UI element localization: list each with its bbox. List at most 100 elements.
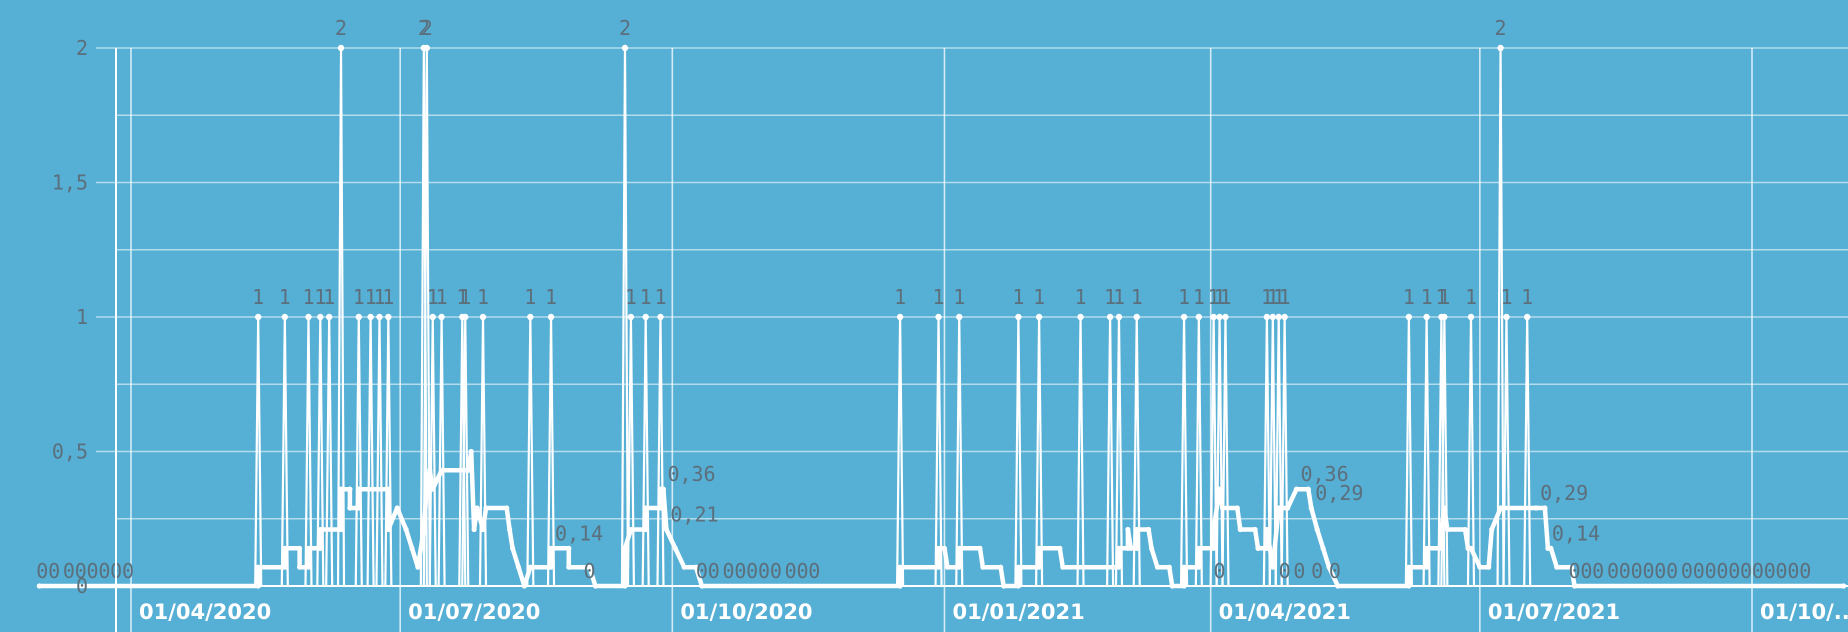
average-point[interactable] [527, 564, 533, 570]
average-point[interactable] [643, 526, 649, 533]
average-point[interactable] [1134, 545, 1140, 551]
average-point[interactable] [956, 545, 962, 551]
average-point[interactable] [672, 545, 678, 551]
average-point[interactable] [1486, 564, 1492, 570]
average-point[interactable] [1219, 505, 1226, 511]
average-point[interactable] [1320, 545, 1326, 551]
spike-point[interactable] [1523, 313, 1531, 321]
spike-point[interactable] [317, 313, 324, 321]
spike-point[interactable] [438, 313, 445, 321]
average-point[interactable] [1060, 564, 1066, 570]
average-point[interactable] [897, 564, 903, 570]
average-point[interactable] [566, 545, 572, 551]
average-point[interactable] [483, 505, 489, 511]
spike-point[interactable] [337, 44, 345, 52]
average-point[interactable] [1276, 505, 1282, 511]
average-point[interactable] [1468, 545, 1474, 551]
spike-point[interactable] [1423, 313, 1430, 321]
average-point[interactable] [1497, 505, 1504, 511]
average-point[interactable] [509, 545, 516, 551]
average-point[interactable] [385, 486, 391, 492]
average-point[interactable] [1264, 526, 1270, 533]
spike-point[interactable] [1405, 313, 1413, 321]
average-point[interactable] [944, 564, 951, 570]
average-point[interactable] [282, 564, 288, 570]
average-point[interactable] [1284, 505, 1291, 511]
average-point[interactable] [1216, 486, 1223, 492]
spike-point[interactable] [1195, 313, 1203, 321]
average-point[interactable] [1477, 564, 1483, 570]
average-point[interactable] [338, 526, 344, 533]
average-point[interactable] [474, 505, 480, 511]
average-point[interactable] [643, 505, 649, 511]
average-point[interactable] [941, 545, 948, 551]
average-point[interactable] [1438, 526, 1445, 533]
average-point[interactable] [394, 505, 400, 511]
spike-point[interactable] [376, 313, 383, 321]
average-point[interactable] [297, 545, 303, 551]
spike-point[interactable] [1106, 313, 1114, 321]
spike-point[interactable] [325, 313, 333, 321]
average-point[interactable] [935, 545, 942, 551]
average-point[interactable] [1181, 564, 1187, 570]
average-point[interactable] [317, 526, 323, 533]
average-point[interactable] [471, 526, 477, 533]
average-point[interactable] [468, 448, 474, 455]
spike-point[interactable] [1133, 313, 1140, 321]
average-point[interactable] [622, 545, 628, 551]
average-point[interactable] [1145, 526, 1152, 533]
spike-point[interactable] [527, 313, 534, 321]
spike-point[interactable] [657, 313, 664, 321]
average-point[interactable] [465, 467, 471, 473]
average-point[interactable] [566, 564, 572, 570]
average-point[interactable] [438, 467, 445, 473]
spike-point[interactable] [254, 313, 262, 321]
average-point[interactable] [1015, 564, 1022, 570]
average-point[interactable] [430, 486, 436, 492]
average-point[interactable] [1568, 564, 1575, 570]
spike-point[interactable] [627, 313, 635, 321]
average-point[interactable] [1305, 486, 1311, 492]
average-point[interactable] [305, 545, 312, 551]
average-point[interactable] [305, 564, 312, 570]
spike-point[interactable] [621, 44, 629, 52]
spike-point[interactable] [1281, 313, 1288, 321]
spike-point[interactable] [1035, 313, 1043, 321]
spike-point[interactable] [1216, 313, 1223, 321]
average-point[interactable] [1234, 505, 1240, 511]
average-point[interactable] [1533, 505, 1539, 511]
average-point[interactable] [507, 526, 513, 533]
average-point[interactable] [403, 526, 409, 533]
average-point[interactable] [548, 545, 554, 551]
average-point[interactable] [317, 545, 323, 551]
average-point[interactable] [693, 564, 699, 570]
average-point[interactable] [548, 564, 554, 570]
average-point[interactable] [1424, 545, 1430, 551]
average-point[interactable] [1211, 526, 1217, 533]
average-point[interactable] [1406, 564, 1412, 570]
average-point[interactable] [356, 486, 362, 492]
average-point[interactable] [424, 486, 430, 492]
average-point[interactable] [1255, 545, 1261, 551]
spike-point[interactable] [1222, 313, 1229, 321]
average-point[interactable] [356, 505, 362, 511]
average-point[interactable] [998, 564, 1004, 570]
average-point[interactable] [385, 526, 391, 533]
average-point[interactable] [1134, 526, 1140, 533]
average-point[interactable] [1166, 564, 1172, 570]
average-point[interactable] [1128, 545, 1134, 551]
average-point[interactable] [504, 505, 510, 511]
average-point[interactable] [297, 564, 303, 570]
average-point[interactable] [1116, 545, 1122, 551]
average-point[interactable] [1211, 545, 1217, 551]
average-point[interactable] [1196, 564, 1202, 570]
average-point[interactable] [657, 505, 664, 511]
spike-point[interactable] [1015, 313, 1022, 321]
average-point[interactable] [1252, 526, 1258, 533]
average-point[interactable] [1057, 545, 1063, 551]
spike-point[interactable] [1210, 313, 1217, 321]
spike-point[interactable] [1503, 313, 1510, 321]
average-point[interactable] [1237, 526, 1243, 533]
average-point[interactable] [980, 564, 986, 570]
average-point[interactable] [415, 564, 421, 570]
